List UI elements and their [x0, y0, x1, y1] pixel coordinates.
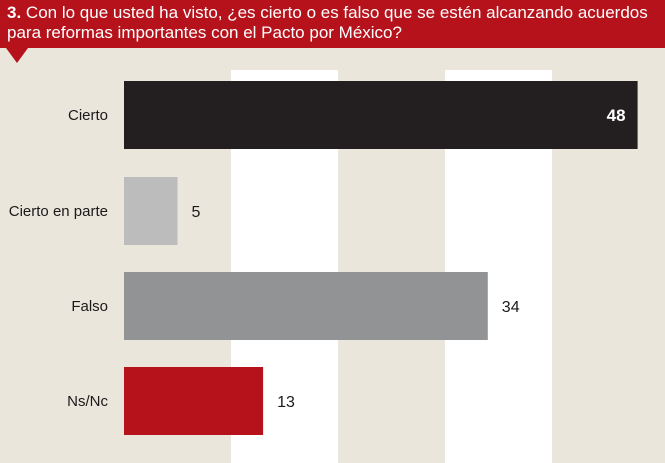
title-pointer — [6, 48, 28, 63]
title-bar: 3. Con lo que usted ha visto, ¿es cierto… — [0, 0, 665, 48]
question-text: Con lo que usted ha visto, ¿es cierto o … — [7, 3, 648, 42]
value-label: 34 — [502, 299, 520, 316]
category-label: Falso — [71, 298, 108, 315]
question-number: 3. — [7, 3, 22, 22]
bar — [124, 177, 178, 245]
bars-group: Cierto 48 Cierto en parte 5 Falso 34 Ns/Nc 13 — [9, 81, 638, 435]
category-label: Cierto — [68, 107, 108, 124]
category-label: Ns/Nc — [67, 393, 108, 410]
bar — [124, 367, 264, 435]
value-label: 5 — [192, 204, 201, 221]
category-label: Cierto en parte — [9, 203, 108, 220]
value-label: 48 — [607, 106, 626, 125]
value-label: 13 — [277, 394, 295, 411]
bar — [124, 81, 638, 149]
chart-title: 3. Con lo que usted ha visto, ¿es cierto… — [7, 3, 659, 43]
bar — [124, 272, 488, 340]
